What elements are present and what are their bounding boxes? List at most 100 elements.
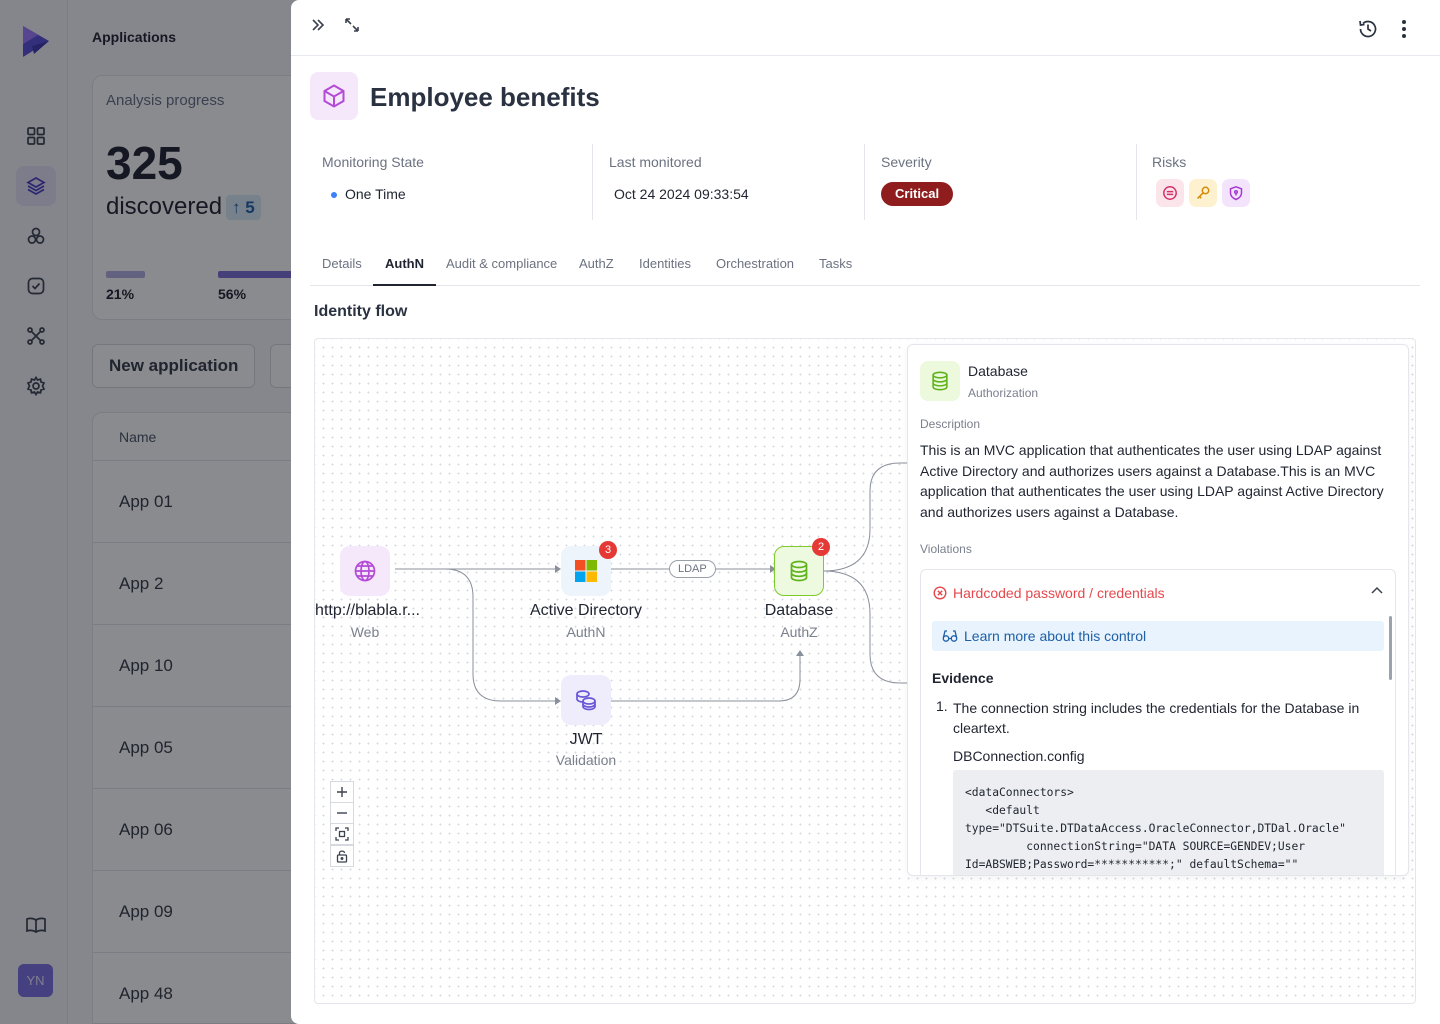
card-label: Analysis progress [106,92,225,109]
tab-orchestration[interactable]: Orchestration [716,256,795,271]
fit-view-button[interactable] [330,823,354,845]
tab-tasks[interactable]: Tasks [819,256,853,271]
delta-badge: ↑ 5 [226,195,261,220]
monitoring-state-value: One Time [345,186,406,202]
severity-badge: Critical [881,182,954,206]
web-node[interactable] [340,546,390,596]
progress-label-2: 56% [218,286,247,302]
dashboard-icon[interactable] [16,116,56,156]
collapse-drawer-icon[interactable] [307,14,329,36]
identity-flow-title: Identity flow [314,303,408,320]
checklist-icon[interactable] [16,266,56,306]
description-text: This is an MVC application that authenti… [920,442,1384,520]
components-icon[interactable] [16,216,56,256]
more-options-icon[interactable] [1393,16,1415,42]
web-node-label: http://blabla.r... [315,602,420,619]
risks: Risks [1152,144,1352,220]
glasses-icon [942,630,958,642]
active-directory-type: AuthN [566,624,606,640]
jwt-node-label: JWT [569,731,603,748]
scrollbar[interactable] [1389,616,1392,680]
evidence-title: Evidence [932,670,994,686]
error-icon [933,586,947,600]
database-node-label: Database [764,602,834,619]
chevron-up-icon[interactable] [1369,582,1385,598]
violation-count-badge: 2 [812,538,830,556]
user-avatar[interactable]: YN [18,964,53,997]
last-monitored: Last monitored Oct 24 2024 09:33:54 [609,144,849,220]
violation-title: Hardcoded password / credentials [953,585,1165,601]
violations-label: Violations [920,542,972,556]
discovered-count: 325 [106,137,183,189]
status-dot [331,192,337,198]
evidence-text: The connection string includes the crede… [953,700,1360,736]
progress-bar-2 [218,271,323,278]
layers-icon[interactable] [16,166,56,206]
brand-logo[interactable] [20,24,52,60]
application-drawer: Employee benefits Monitoring State One T… [291,0,1440,1024]
last-monitored-label: Last monitored [609,154,702,170]
last-monitored-value: Oct 24 2024 09:33:54 [614,186,749,202]
panel-title: Database [968,363,1028,379]
edge-jwt-db [609,654,801,702]
table-row[interactable]: App 05 [93,707,351,789]
edge-db-out-1 [822,462,915,572]
jwt-node-type: Validation [555,752,617,768]
table-row[interactable]: App 2 [93,543,351,625]
edge-db-out-2 [822,570,915,684]
application-cube-icon [310,72,358,120]
page-title: Applications [92,29,177,45]
lock-view-button[interactable] [330,845,354,867]
microsoft-logo-icon [575,560,597,582]
evidence-code-block: <dataConnectors> <default type="DTSuite.… [953,770,1384,875]
discovered-label: discovered [106,193,223,220]
drawer-toolbar [291,0,1440,56]
shield-icon[interactable] [1222,179,1250,207]
tab-authn[interactable]: AuthN [373,248,436,286]
edge-label-ldap: LDAP [669,560,716,578]
evidence-file-name: DBConnection.config [953,748,1085,764]
node-details-panel: Database Authorization Description This … [907,344,1409,876]
table-row[interactable]: App 09 [93,871,351,953]
divider [864,144,865,220]
panel-subtitle: Authorization [968,386,1039,400]
progress-bar-1 [106,271,145,278]
tab-bar: Details AuthN Audit & compliance AuthZ I… [310,248,1420,286]
integrations-icon[interactable] [16,316,56,356]
zoom-in-button[interactable] [330,781,354,803]
edge-web-jwt [444,568,555,702]
monitoring-state-label: Monitoring State [322,154,424,170]
monitoring-state: Monitoring State One Time [322,144,582,220]
settings-icon[interactable] [16,366,56,406]
tab-audit-compliance[interactable]: Audit & compliance [446,256,558,271]
application-title: Employee benefits [370,82,600,112]
learn-more-text: Learn more about this control [964,628,1147,644]
new-application-button[interactable]: New application [92,344,256,388]
progress-label-1: 21% [106,286,135,302]
evidence-number: 1. [936,698,948,714]
tab-authz[interactable]: AuthZ [579,256,614,271]
docs-icon[interactable] [16,905,56,945]
violation-header[interactable]: Hardcoded password / credentials [933,585,1165,601]
table-row[interactable]: App 01 [93,461,351,543]
table-row[interactable]: App 06 [93,789,351,871]
violation-count-badge: 3 [599,541,617,559]
block-icon[interactable] [1156,179,1184,207]
table-row[interactable]: App 10 [93,625,351,707]
risks-label: Risks [1152,154,1187,170]
database-node-type: AuthZ [780,624,818,640]
learn-more-link[interactable]: Learn more about this control [932,621,1384,651]
web-node-type: Web [350,624,380,640]
column-header-name[interactable]: Name [93,413,351,461]
tab-identities[interactable]: Identities [639,256,692,271]
table-row[interactable]: App 48 [93,953,351,1023]
divider [1136,144,1137,220]
expand-icon[interactable] [341,14,363,36]
database-icon [920,361,960,401]
tab-details[interactable]: Details [322,256,362,271]
zoom-out-button[interactable] [330,802,354,824]
history-icon[interactable] [1355,16,1381,42]
key-icon[interactable] [1189,179,1217,207]
jwt-node[interactable] [561,675,611,725]
identity-flow-canvas[interactable]: http://blabla.r... Web 3 Active Director… [314,338,1416,1004]
